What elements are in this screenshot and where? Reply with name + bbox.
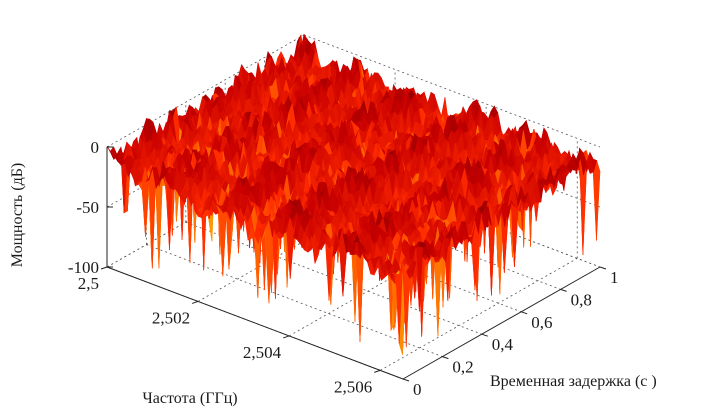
- surface-plot: [106, 33, 601, 355]
- surface-cell: [356, 248, 364, 342]
- surface-cell: [155, 174, 163, 269]
- surface-cell: [141, 179, 150, 237]
- surface-cell: [434, 249, 442, 337]
